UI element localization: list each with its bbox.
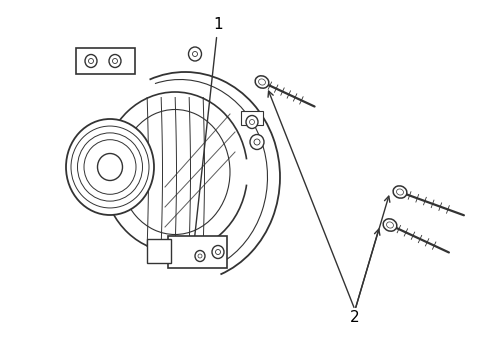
Text: 2: 2: [349, 310, 359, 325]
Ellipse shape: [392, 186, 406, 198]
Ellipse shape: [255, 76, 268, 88]
Ellipse shape: [85, 54, 97, 68]
Ellipse shape: [249, 135, 264, 149]
Ellipse shape: [195, 251, 204, 261]
Ellipse shape: [212, 246, 224, 258]
Ellipse shape: [383, 219, 396, 231]
Ellipse shape: [188, 47, 201, 61]
FancyBboxPatch shape: [76, 48, 135, 74]
Ellipse shape: [97, 153, 122, 180]
FancyBboxPatch shape: [168, 236, 226, 268]
FancyBboxPatch shape: [147, 239, 171, 263]
Ellipse shape: [245, 116, 258, 129]
Ellipse shape: [66, 119, 154, 215]
Ellipse shape: [109, 54, 121, 68]
Text: 1: 1: [191, 17, 223, 248]
FancyBboxPatch shape: [241, 111, 263, 125]
